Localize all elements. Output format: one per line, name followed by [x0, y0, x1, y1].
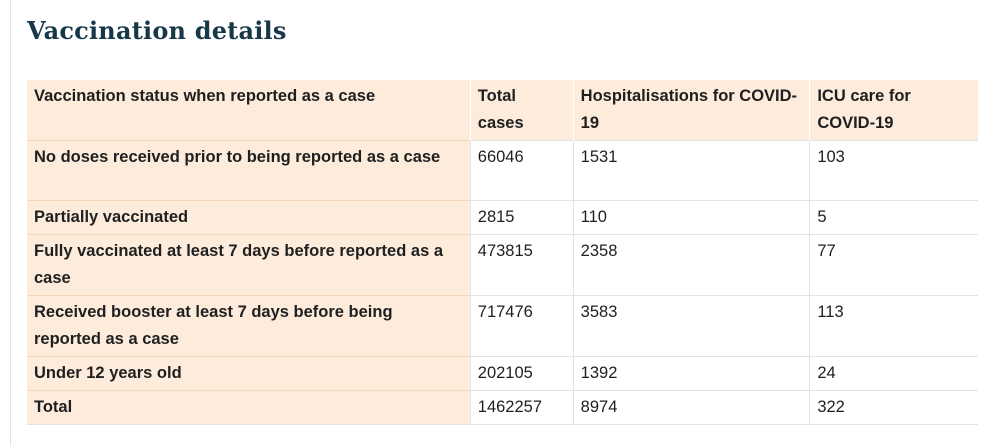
cell-total-cases: 717476: [469, 295, 574, 357]
cell-hospitalisations: 1392: [572, 356, 810, 391]
row-status: Received booster at least 7 days before …: [27, 295, 471, 357]
cell-icu-care: 113: [809, 295, 978, 357]
cell-hospitalisations: 2358: [572, 234, 810, 296]
cell-hospitalisations: 8974: [572, 390, 810, 425]
page-title: Vaccination details: [27, 16, 287, 45]
cell-hospitalisations: 3583: [572, 295, 810, 357]
header-hospitalisations: Hospitalisations for COVID-19: [573, 80, 811, 141]
table-row: Received booster at least 7 days before …: [27, 295, 978, 357]
row-status: Total: [27, 390, 471, 425]
row-status: Partially vaccinated: [27, 200, 471, 235]
table-row-total: Total 1462257 8974 322: [27, 390, 978, 425]
cell-total-cases: 1462257: [469, 390, 574, 425]
cell-total-cases: 202105: [469, 356, 574, 391]
row-status: Fully vaccinated at least 7 days before …: [27, 234, 471, 296]
cell-total-cases: 2815: [469, 200, 574, 235]
cell-icu-care: 5: [809, 200, 978, 235]
cell-icu-care: 103: [809, 140, 978, 201]
table-row: Under 12 years old 202105 1392 24: [27, 356, 978, 391]
table-header-row: Vaccination status when reported as a ca…: [27, 80, 978, 141]
table-row: No doses received prior to being reporte…: [27, 140, 978, 201]
cell-total-cases: 66046: [469, 140, 574, 201]
cell-icu-care: 77: [809, 234, 978, 296]
table-row: Partially vaccinated 2815 110 5: [27, 200, 978, 235]
cell-hospitalisations: 110: [572, 200, 810, 235]
cell-total-cases: 473815: [469, 234, 574, 296]
page-left-border: [10, 0, 11, 446]
cell-icu-care: 322: [809, 390, 978, 425]
cell-icu-care: 24: [809, 356, 978, 391]
row-status: Under 12 years old: [27, 356, 471, 391]
table-row: Fully vaccinated at least 7 days before …: [27, 234, 978, 296]
vaccination-table: Vaccination status when reported as a ca…: [27, 80, 978, 425]
row-status: No doses received prior to being reporte…: [27, 140, 471, 201]
header-vaccination-status: Vaccination status when reported as a ca…: [27, 80, 471, 141]
header-total-cases: Total cases: [470, 80, 574, 141]
cell-hospitalisations: 1531: [572, 140, 810, 201]
header-icu-care: ICU care for COVID-19: [809, 80, 978, 141]
